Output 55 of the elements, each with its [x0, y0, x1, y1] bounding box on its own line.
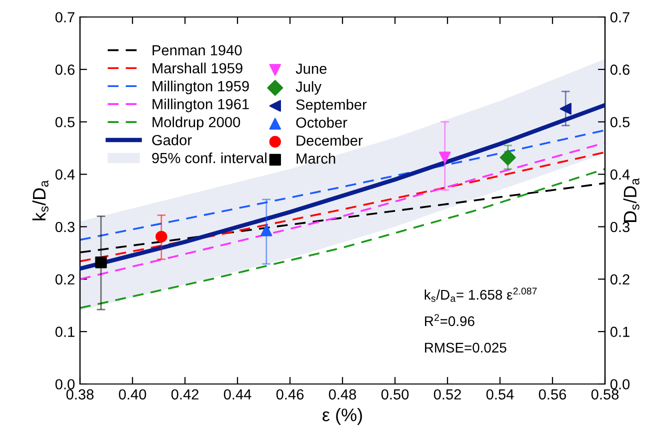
annotation: 95% conf. interval	[152, 152, 266, 164]
y-tick-label: 0.1	[55, 326, 74, 337]
x-tick-label: 0.50	[381, 389, 409, 400]
point	[95, 256, 107, 268]
legend-label: October	[296, 117, 348, 128]
y2-tick-label: 0.7	[610, 12, 630, 22]
point	[500, 150, 516, 166]
annotation: R$^{2}$=0.96	[425, 314, 474, 326]
line-series	[80, 129, 605, 241]
annotation: RMSE=0.025	[425, 342, 506, 353]
x-tick-label: 0.42	[171, 389, 198, 400]
legend-label: Millington 1961	[152, 98, 249, 112]
point	[439, 152, 451, 164]
y2-tick-label: 0.1	[610, 326, 630, 337]
x-tick-label: 0.48	[328, 389, 356, 400]
x-tick-label: 0.52	[434, 389, 461, 400]
x-tick-label: 0.58	[591, 389, 619, 400]
y2-tick-label: 0.6	[610, 64, 630, 75]
y2-tick-label: 0.0	[610, 379, 630, 390]
legend-label: July	[296, 81, 322, 95]
y2-tick-label: 0.3	[610, 222, 630, 232]
line-series	[80, 168, 605, 309]
legend-label: June	[296, 64, 327, 74]
legend-label: Moldrup 2000	[152, 116, 240, 130]
y-tick-label: 0.6	[55, 64, 74, 75]
x-tick-label: 0.56	[538, 389, 566, 400]
legend-label: Gador	[152, 134, 192, 146]
line-series	[80, 151, 605, 262]
legend-label: September	[296, 99, 367, 113]
x-tick-label: 0.38	[66, 389, 94, 400]
point	[260, 224, 272, 236]
x-tick-label: 0.44	[224, 389, 252, 400]
y2-tick-label: 0.2	[610, 274, 630, 285]
y2-axis-title: D$_{s}$/D$_{a}$	[623, 178, 640, 222]
y-tick-label: 0.7	[55, 12, 74, 22]
y-axis-title: k$_{s}$/D$_{a}$	[32, 180, 48, 220]
legend-label: Millington 1959	[152, 80, 249, 94]
y2-tick-label: 0.5	[610, 116, 630, 128]
legend-label: March	[296, 153, 336, 164]
y-tick-label: 0.5	[55, 116, 75, 128]
y2-tick-label: 0.4	[610, 169, 630, 180]
legend-label: Marshall 1959	[152, 62, 242, 74]
y-tick-label: 0.2	[55, 274, 74, 285]
point	[156, 230, 168, 243]
y-tick-label: 0.4	[55, 169, 75, 180]
legend-label: Penman 1940	[152, 45, 242, 56]
point	[560, 102, 572, 115]
x-tick-label: 0.54	[486, 389, 514, 400]
y-tick-label: 0.0	[55, 379, 75, 390]
x-tick-label: 0.40	[118, 389, 146, 400]
legend-label: December	[296, 135, 363, 146]
y-tick-label: 0.3	[55, 222, 74, 232]
x-axis-title: ε (%)	[322, 408, 362, 425]
annotation: k$_{s}$/D$_{a}$= 1.658 ε$^{2.087}$	[424, 288, 537, 302]
x-tick-label: 0.46	[276, 389, 304, 400]
